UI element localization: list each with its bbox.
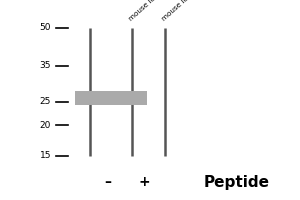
Text: 50: 50 (40, 23, 51, 32)
Text: 25: 25 (40, 97, 51, 106)
Text: Peptide: Peptide (204, 174, 270, 190)
Text: 20: 20 (40, 121, 51, 130)
Text: 35: 35 (40, 61, 51, 70)
Text: 15: 15 (40, 152, 51, 160)
Text: mouse lung: mouse lung (128, 0, 164, 22)
Text: mouse lung: mouse lung (161, 0, 197, 22)
Bar (75, 91, 147, 105)
Text: +: + (138, 175, 150, 189)
Text: –: – (104, 175, 112, 189)
